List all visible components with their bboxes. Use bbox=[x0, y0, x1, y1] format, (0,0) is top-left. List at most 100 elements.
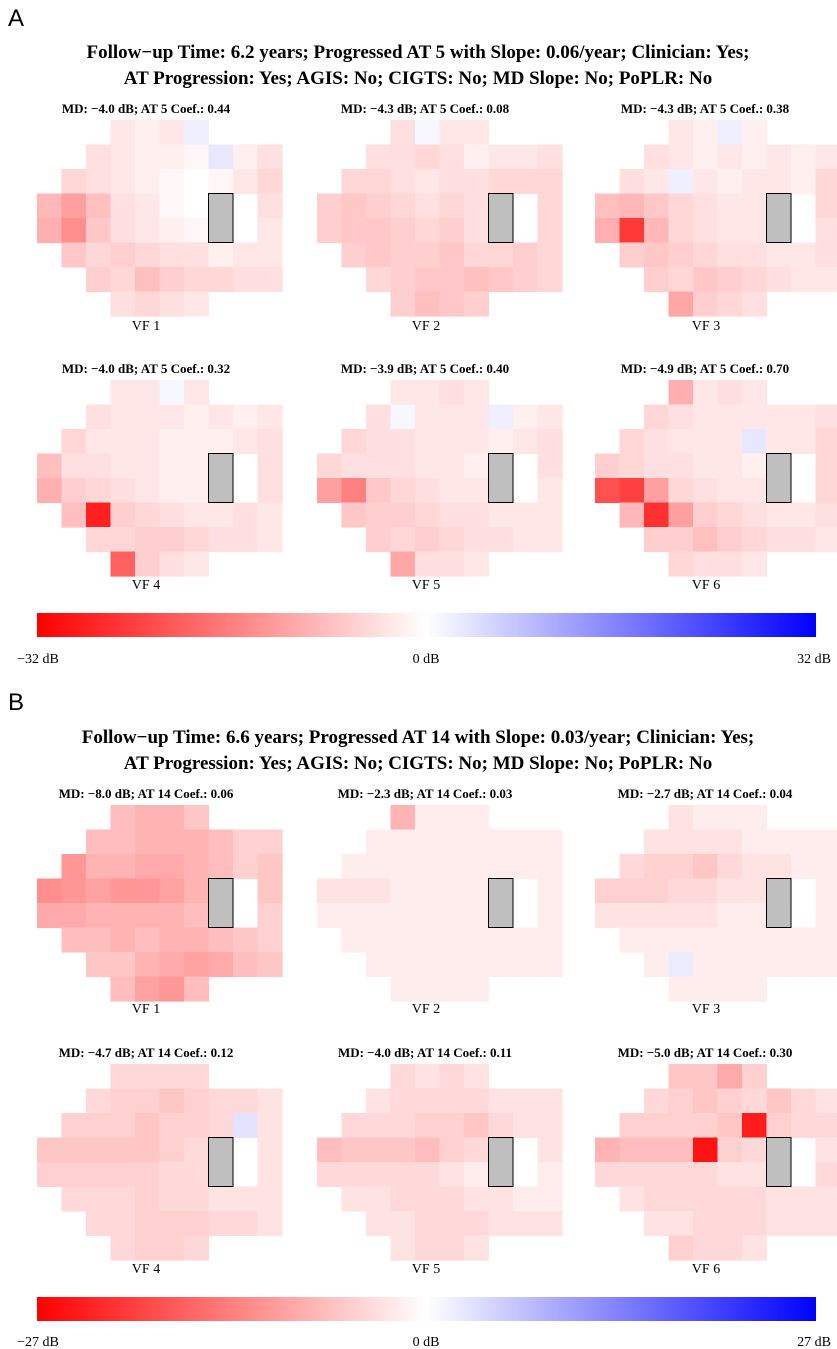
vf-cell bbox=[257, 193, 283, 219]
vf-cell bbox=[159, 854, 185, 880]
vf-cell bbox=[619, 169, 645, 195]
vf-cell bbox=[159, 1064, 185, 1090]
vf-cell bbox=[693, 854, 719, 880]
vf-cell bbox=[464, 829, 490, 855]
vf-cell bbox=[766, 267, 792, 293]
vf-cell bbox=[415, 927, 441, 953]
vf-cell bbox=[488, 854, 514, 880]
vf-cell bbox=[390, 380, 416, 406]
blind-spot-marker bbox=[208, 878, 234, 928]
blind-spot-marker bbox=[766, 1137, 792, 1187]
vf-cell bbox=[257, 242, 283, 268]
vf-cell bbox=[61, 854, 87, 880]
vf-cell bbox=[766, 169, 792, 195]
vf-cell bbox=[513, 1186, 539, 1212]
vf-cell bbox=[815, 404, 837, 430]
vf-cell bbox=[415, 291, 441, 317]
vf-cell bbox=[135, 291, 161, 317]
vf-cell bbox=[742, 952, 768, 978]
vf-cell bbox=[110, 478, 136, 504]
vf-cell bbox=[257, 478, 283, 504]
vf-cell bbox=[693, 404, 719, 430]
vf-cell bbox=[184, 805, 210, 831]
vf-cell bbox=[86, 878, 112, 904]
vf-cell bbox=[464, 169, 490, 195]
vf-cell bbox=[619, 1137, 645, 1163]
vf-cell bbox=[742, 1186, 768, 1212]
vf-cell bbox=[415, 380, 441, 406]
vf-cell bbox=[693, 1064, 719, 1090]
vf-cell bbox=[390, 404, 416, 430]
vf-cell bbox=[184, 1064, 210, 1090]
map-header: MD: −4.0 dB; AT 5 Coef.: 0.44 bbox=[62, 101, 231, 116]
vf-cell bbox=[61, 429, 87, 455]
vf-cell bbox=[159, 380, 185, 406]
vf-map bbox=[317, 805, 563, 1002]
vf-cell bbox=[815, 169, 837, 195]
vf-cell bbox=[742, 1137, 768, 1163]
vf-cell bbox=[742, 453, 768, 479]
vf-cell bbox=[488, 404, 514, 430]
vf-cell bbox=[366, 169, 392, 195]
vf-cell bbox=[693, 805, 719, 831]
vf-cell bbox=[464, 218, 490, 244]
vf-cell bbox=[184, 404, 210, 430]
vf-cell bbox=[742, 1211, 768, 1237]
vf-cell bbox=[815, 952, 837, 978]
vf-cell bbox=[537, 404, 563, 430]
blind-spot-marker bbox=[766, 193, 792, 243]
vf-cell bbox=[257, 1137, 283, 1163]
vf-cell bbox=[135, 854, 161, 880]
vf-cell bbox=[341, 854, 367, 880]
vf-cell bbox=[693, 502, 719, 528]
vf-cell bbox=[537, 952, 563, 978]
vf-cell bbox=[390, 267, 416, 293]
vf-cell bbox=[717, 1162, 743, 1188]
vf-cell bbox=[257, 854, 283, 880]
vf-cell bbox=[439, 903, 465, 929]
vf-cell bbox=[488, 169, 514, 195]
vf-cell bbox=[815, 1211, 837, 1237]
vf-cell bbox=[184, 291, 210, 317]
vf-cell bbox=[135, 1113, 161, 1139]
vf-cell bbox=[110, 453, 136, 479]
vf-cell bbox=[415, 952, 441, 978]
vf-map bbox=[595, 1064, 837, 1261]
vf-cell bbox=[208, 527, 234, 553]
vf-cell bbox=[644, 1162, 670, 1188]
vf-cell bbox=[742, 829, 768, 855]
vf-cell bbox=[366, 527, 392, 553]
vf-cell bbox=[619, 903, 645, 929]
vf-cell bbox=[184, 1186, 210, 1212]
vf-cell bbox=[668, 404, 694, 430]
vf-cell bbox=[488, 527, 514, 553]
vf-cell bbox=[717, 144, 743, 170]
vf-cell bbox=[668, 1186, 694, 1212]
vf-cell bbox=[766, 854, 792, 880]
vf-cell bbox=[110, 903, 136, 929]
vf-cell bbox=[513, 927, 539, 953]
vf-cell bbox=[415, 120, 441, 146]
vf-cell bbox=[415, 242, 441, 268]
vf-cell bbox=[390, 169, 416, 195]
vf-cell bbox=[717, 291, 743, 317]
vf-cell bbox=[135, 169, 161, 195]
vf-cell bbox=[488, 1113, 514, 1139]
vf-cell bbox=[341, 478, 367, 504]
vf-cell bbox=[742, 291, 768, 317]
blind-spot-marker bbox=[208, 1137, 234, 1187]
vf-cell bbox=[668, 854, 694, 880]
vf-cell bbox=[644, 829, 670, 855]
vf-cell bbox=[415, 502, 441, 528]
vf-cell bbox=[693, 976, 719, 1002]
map-caption: VF 6 bbox=[692, 578, 720, 593]
vf-cell bbox=[317, 878, 343, 904]
vf-cell bbox=[619, 502, 645, 528]
vf-cell bbox=[766, 502, 792, 528]
colorbar-min-label: −27 dB bbox=[17, 1335, 59, 1349]
vf-cell bbox=[257, 1088, 283, 1114]
map-caption: VF 2 bbox=[412, 1002, 440, 1017]
vf-cell bbox=[415, 218, 441, 244]
vf-cell bbox=[742, 478, 768, 504]
vf-cell bbox=[717, 805, 743, 831]
